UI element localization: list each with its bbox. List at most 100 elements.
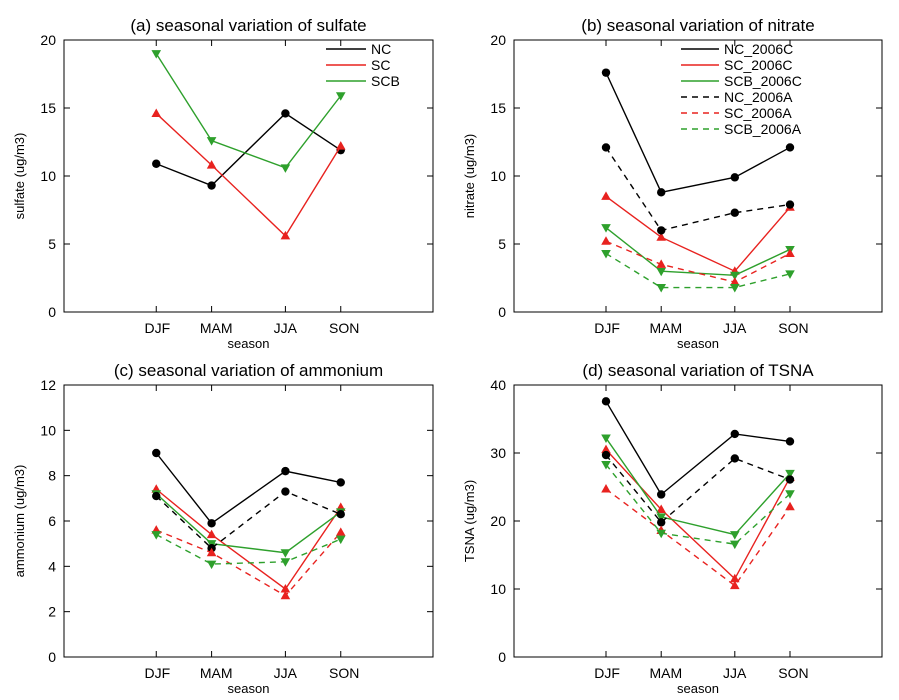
x-tick-label: MAM <box>649 665 682 681</box>
series-scb <box>151 50 346 173</box>
data-point <box>280 590 291 600</box>
series-line <box>605 72 791 194</box>
plot-frame <box>513 384 883 658</box>
series-line <box>155 452 341 525</box>
data-point <box>785 501 795 511</box>
chart-panel-2: (b) seasonal variation of nitrate 0 5 10 15 2… <box>462 16 883 351</box>
legend-label: SC <box>371 57 390 73</box>
x-tick-label: MAM <box>200 320 233 336</box>
x-tick-label: DJF <box>594 320 620 336</box>
chart-panel-4: (d) seasonal variation of TSNA 0 10 20 30 40 D… <box>462 361 883 696</box>
series-sc-2006a <box>601 236 795 286</box>
data-point <box>656 504 666 513</box>
series-scb-2006a <box>601 250 795 293</box>
y-tick-label: 20 <box>490 32 506 48</box>
y-tick-label: 15 <box>40 100 56 116</box>
data-point <box>281 466 290 476</box>
series-scb-2006c <box>601 434 795 540</box>
data-point <box>206 560 217 570</box>
series-sc-2006c <box>151 484 346 593</box>
series-nc-2006a <box>152 487 345 553</box>
data-point <box>785 469 795 479</box>
legend-label: NC_2006A <box>724 89 793 105</box>
x-axis-label: season <box>677 336 719 351</box>
data-point <box>657 226 666 235</box>
data-point <box>601 444 611 454</box>
series-line <box>605 464 791 545</box>
data-point <box>730 271 740 281</box>
data-point <box>730 277 740 286</box>
data-point <box>657 490 666 499</box>
data-point <box>206 547 217 557</box>
data-point <box>656 232 666 241</box>
data-point <box>152 491 161 501</box>
data-point <box>601 450 611 460</box>
data-point <box>335 141 346 150</box>
x-tick-label: JJA <box>274 665 298 681</box>
y-tick-label: 20 <box>490 513 506 529</box>
series-nc-2006c <box>152 448 345 528</box>
x-tick-label: SON <box>329 665 359 681</box>
series-sc <box>151 108 346 240</box>
data-point <box>657 188 666 197</box>
y-tick-label: 10 <box>490 168 506 184</box>
y-tick-label: 30 <box>490 445 506 461</box>
data-point <box>601 236 611 245</box>
x-tick-label: DJF <box>144 665 170 681</box>
plot-frame <box>63 384 434 658</box>
series-line <box>605 437 791 536</box>
chart-panel-1: (a) seasonal variation of sulfate 0 5 10 15 2… <box>12 16 434 351</box>
series-line <box>605 252 791 289</box>
x-tick-label: SON <box>778 665 808 681</box>
x-axis-label: season <box>677 681 719 696</box>
x-tick-label: MAM <box>200 665 233 681</box>
data-point <box>280 584 291 593</box>
legend-label: SCB_2006A <box>724 121 802 137</box>
data-point <box>206 160 217 169</box>
series-line <box>155 488 342 590</box>
x-tick-label: DJF <box>144 320 170 336</box>
x-tick-label: SON <box>329 320 359 336</box>
x-tick-label: SON <box>778 320 808 336</box>
series-line <box>155 529 342 597</box>
data-point <box>785 490 795 499</box>
data-point <box>151 108 162 117</box>
series-line <box>605 227 791 276</box>
series-line <box>605 488 791 587</box>
data-point <box>601 250 611 259</box>
y-tick-label: 0 <box>498 304 506 320</box>
x-tick-label: JJA <box>723 665 747 681</box>
data-point <box>206 529 217 539</box>
y-tick-label: 12 <box>40 377 56 393</box>
series-line <box>155 493 342 554</box>
series-nc-2006c <box>601 397 795 499</box>
data-point <box>730 573 740 583</box>
series-line <box>155 533 342 565</box>
y-tick-label: 5 <box>48 236 56 252</box>
data-point <box>730 540 740 550</box>
data-point <box>601 434 611 444</box>
data-point <box>280 549 291 558</box>
data-point <box>207 181 216 190</box>
chart-panel-3: (c) seasonal variation of ammonium 0 2 4 6 8 1… <box>12 361 434 696</box>
series-nc-2006a <box>601 450 795 527</box>
series-scb-2006c <box>601 224 795 281</box>
y-axis-label: TSNA (ug/m3) <box>462 480 477 562</box>
data-point <box>656 267 666 277</box>
data-point <box>206 137 217 146</box>
series-sc-2006c <box>601 191 795 275</box>
legend-label: SC_2006C <box>724 57 793 73</box>
y-tick-label: 10 <box>40 168 56 184</box>
data-point <box>785 437 795 446</box>
chart-title: (b) seasonal variation of nitrate <box>581 16 814 35</box>
y-tick-label: 8 <box>48 468 56 484</box>
series-sc-2006c <box>601 444 795 583</box>
legend-label: SCB <box>371 73 400 89</box>
series-line <box>155 112 342 187</box>
data-point <box>601 224 611 233</box>
series-line <box>155 490 342 550</box>
data-point <box>280 558 291 567</box>
data-point <box>601 397 611 406</box>
data-point <box>785 270 795 279</box>
